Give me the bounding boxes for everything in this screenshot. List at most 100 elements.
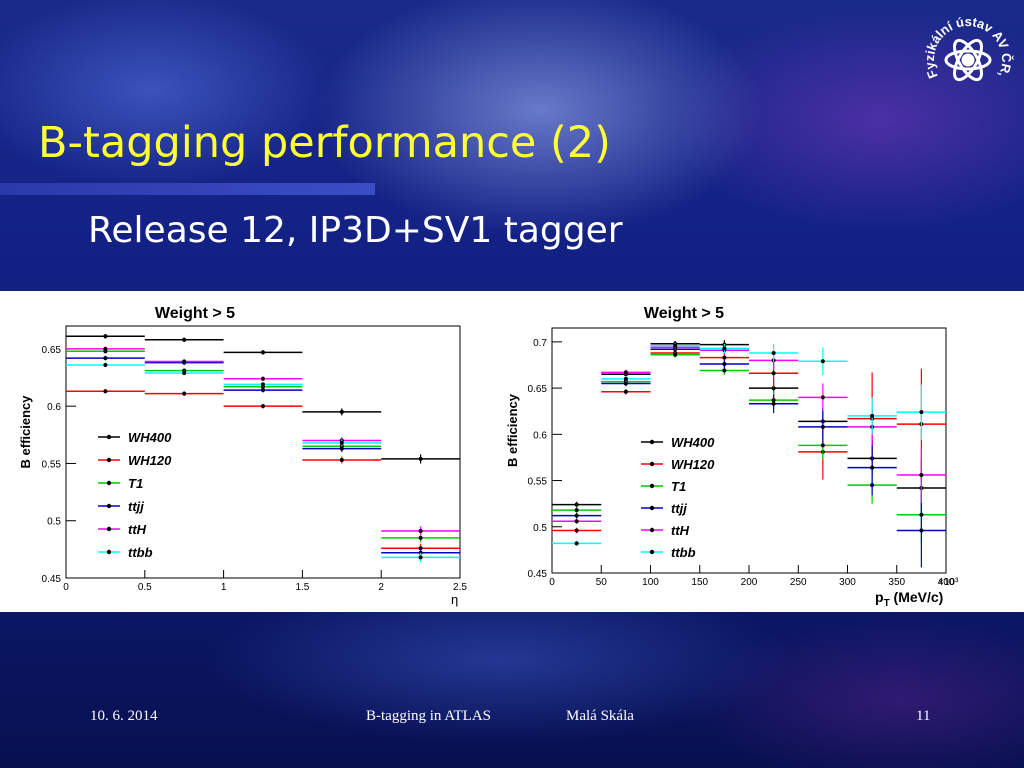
y-tick-label: 0.45 xyxy=(528,569,548,580)
x-tick-label: 1 xyxy=(221,582,227,593)
legend-marker xyxy=(649,461,655,467)
data-point xyxy=(771,386,776,391)
y-tick-label: 0.65 xyxy=(42,345,62,356)
y-tick-label: 0.65 xyxy=(528,384,548,395)
legend-marker xyxy=(106,434,112,440)
data-point xyxy=(103,346,108,351)
institute-logo: Fyzikální ústav AV ČR, v.v.i. xyxy=(922,10,1014,82)
data-point xyxy=(418,456,423,461)
legend-marker xyxy=(649,527,655,533)
data-point xyxy=(673,343,678,348)
x-tick-label: 0 xyxy=(63,582,69,593)
data-point xyxy=(261,382,265,387)
legend-entry: ttbb xyxy=(128,545,153,560)
series-tth xyxy=(552,344,946,524)
data-point xyxy=(261,376,265,381)
data-point xyxy=(820,395,825,400)
y-tick-label: 0.5 xyxy=(533,523,547,534)
x-tick-label: 0 xyxy=(549,577,555,588)
legend-marker xyxy=(106,457,112,463)
x-tick-label: 100 xyxy=(642,577,659,588)
title-underline-bar xyxy=(0,183,375,195)
legend-entry: ttjj xyxy=(671,501,687,516)
legend-marker xyxy=(106,526,112,532)
footer-presentation-name: B-tagging in ATLAS xyxy=(366,708,492,724)
series-wh400 xyxy=(66,334,460,464)
data-point xyxy=(574,519,579,524)
x-tick-label: 350 xyxy=(888,577,905,588)
x-tick-label: 2.5 xyxy=(453,582,467,593)
data-point xyxy=(722,346,727,351)
data-point xyxy=(574,508,579,513)
data-point xyxy=(418,546,423,551)
x-tick-label: 150 xyxy=(691,577,708,588)
eta-efficiency-chart: Weight > 5 0.45 0.5 0.55 0.6 0.65 0 0.5 1 1.5 2 2.5… xyxy=(18,305,467,607)
data-point xyxy=(771,371,776,376)
data-point xyxy=(574,513,579,518)
legend-entry: WH120 xyxy=(671,457,715,472)
legend-entry: T1 xyxy=(128,476,143,491)
y-tick-label: 0.55 xyxy=(528,477,548,488)
footer-date: 10. 6. 2014 xyxy=(90,708,158,724)
x-tick-label: 250 xyxy=(790,577,807,588)
x-tick-label: 0.5 xyxy=(138,582,152,593)
series-ttbb xyxy=(66,362,460,562)
legend-marker xyxy=(106,503,112,509)
legend-entry: WH400 xyxy=(671,435,715,450)
y-tick-label: 0.45 xyxy=(42,574,62,585)
data-point xyxy=(870,465,875,470)
data-point xyxy=(339,440,344,445)
data-point xyxy=(182,337,187,342)
legend-entry: ttbb xyxy=(671,545,696,560)
x-tick-label: 200 xyxy=(741,577,758,588)
series-wh120 xyxy=(552,350,946,534)
series-ttbb xyxy=(552,342,946,547)
x-tick-label: 300 xyxy=(839,577,856,588)
data-point xyxy=(623,381,628,386)
data-point xyxy=(722,355,727,360)
series-ttjj xyxy=(552,346,946,568)
data-point xyxy=(339,446,344,451)
data-point xyxy=(870,413,875,418)
data-point xyxy=(574,541,579,546)
data-point xyxy=(418,555,423,560)
slide-subtitle: Release 12, IP3D+SV1 tagger xyxy=(88,210,623,251)
y-tick-label: 0.6 xyxy=(47,402,61,413)
legend-marker xyxy=(106,480,112,486)
data-point xyxy=(771,401,776,406)
legend-entry: WH400 xyxy=(128,430,172,445)
data-point xyxy=(623,370,628,375)
y-tick-label: 0.5 xyxy=(47,517,61,528)
y-tick-label: 0.6 xyxy=(533,430,547,441)
chart-title: Weight > 5 xyxy=(644,305,724,322)
legend-entry: ttH xyxy=(671,523,690,538)
data-point xyxy=(919,410,924,415)
slide-title: B-tagging performance (2) xyxy=(38,118,611,168)
series-wh400 xyxy=(552,340,946,516)
legend-marker xyxy=(649,483,655,489)
data-point xyxy=(722,368,727,373)
data-point xyxy=(103,389,108,394)
plot-frame xyxy=(65,325,461,579)
legend-entry: ttjj xyxy=(128,499,144,514)
data-point xyxy=(418,535,423,540)
chart-title: Weight > 5 xyxy=(155,305,235,322)
data-point xyxy=(182,391,187,396)
legend-marker xyxy=(649,549,655,555)
data-point xyxy=(673,352,678,357)
series-t1 xyxy=(552,352,946,543)
data-point xyxy=(820,359,825,364)
legend-marker xyxy=(106,549,112,555)
series-tth xyxy=(66,346,460,536)
data-point xyxy=(574,528,579,533)
data-point xyxy=(722,362,727,367)
x-axis-label: η xyxy=(451,592,458,607)
pt-efficiency-chart: Weight > 5 0.45 0.5 0.55 0.6 0.65 0.7 0 50 100 150… xyxy=(505,305,959,609)
data-point xyxy=(919,473,924,477)
data-point xyxy=(418,529,423,534)
y-tick-label: 0.55 xyxy=(42,459,62,470)
legend-marker xyxy=(649,439,655,445)
y-axis-label: B efficiency xyxy=(505,393,520,467)
legend-entry: WH120 xyxy=(128,453,172,468)
data-point xyxy=(103,334,108,339)
